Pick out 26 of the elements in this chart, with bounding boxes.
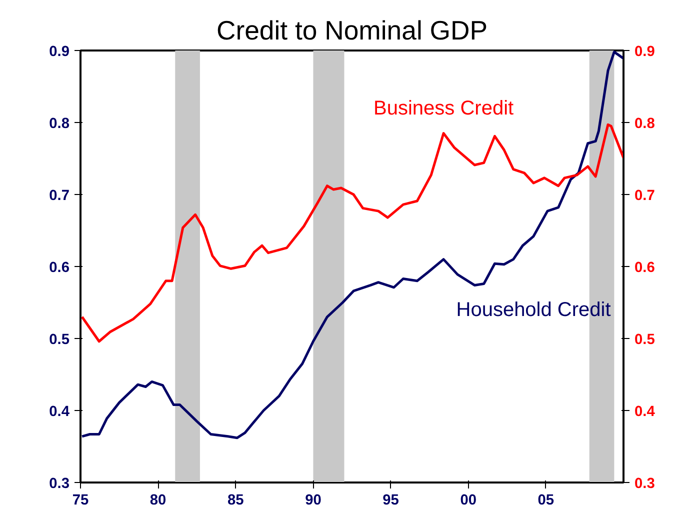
y2-tick-label: 0.8 — [634, 116, 655, 132]
x-tick-label: 85 — [227, 492, 244, 508]
y2-tick-label: 0.7 — [634, 188, 655, 204]
line-series — [80, 50, 624, 440]
y-tick-label: 0.3 — [49, 476, 70, 492]
chart-title: Credit to Nominal GDP — [216, 16, 488, 46]
y2-tick-label: 0.5 — [634, 332, 655, 348]
x-tick-label: 90 — [305, 492, 322, 508]
y-tick-label: 0.8 — [49, 116, 70, 132]
series-label: Business Credit — [374, 97, 514, 120]
y-tick-label: 0.7 — [49, 188, 70, 204]
y-tick-label: 0.9 — [49, 44, 70, 60]
y2-tick-label: 0.3 — [634, 476, 655, 492]
y2-tick-label: 0.4 — [634, 404, 656, 420]
x-tick-label: 95 — [382, 492, 399, 508]
x-tick-label: 80 — [150, 492, 166, 508]
y-tick-label: 0.5 — [49, 332, 70, 348]
x-tick-label: 05 — [538, 492, 554, 508]
series-label: Household Credit — [456, 299, 612, 322]
x-tick-label: 00 — [460, 492, 477, 508]
line-series — [80, 123, 624, 343]
y-tick-label: 0.4 — [49, 404, 70, 420]
y2-tick-label: 0.6 — [634, 260, 655, 276]
x-tick-label: 75 — [72, 492, 89, 508]
y-tick-label: 0.6 — [49, 260, 70, 276]
y2-tick-label: 0.9 — [634, 44, 655, 60]
